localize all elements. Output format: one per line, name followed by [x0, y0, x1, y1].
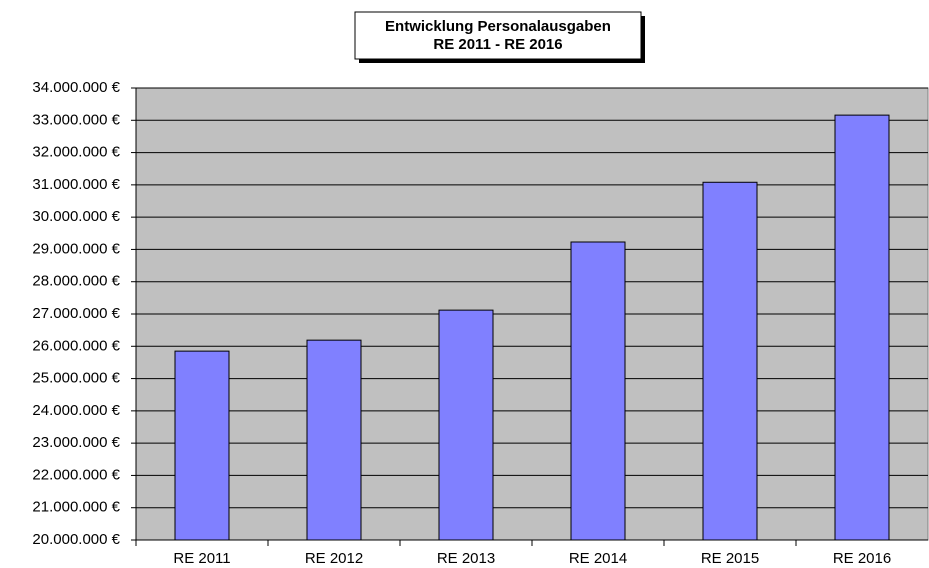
- chart-subtitle: RE 2011 - RE 2016: [433, 36, 562, 53]
- bar: [702, 181, 758, 541]
- x-tick-label: RE 2011: [173, 550, 230, 567]
- y-tick-label: 34.000.000 €: [32, 79, 120, 96]
- y-tick-label: 23.000.000 €: [32, 434, 120, 451]
- y-tick-label: 24.000.000 €: [32, 402, 120, 419]
- bar: [834, 114, 890, 541]
- bar: [306, 339, 362, 541]
- x-tick-label: RE 2016: [833, 550, 891, 567]
- y-tick-label: 31.000.000 €: [32, 176, 120, 193]
- x-tick-label: RE 2013: [437, 550, 495, 567]
- y-tick-label: 30.000.000 €: [32, 208, 120, 225]
- chart-title: Entwicklung Personalausgaben: [385, 18, 611, 35]
- x-tick-label: RE 2012: [305, 550, 363, 567]
- y-tick-label: 21.000.000 €: [32, 499, 120, 516]
- y-tick-label: 22.000.000 €: [32, 466, 120, 483]
- title-box: [354, 11, 642, 60]
- y-tick-label: 26.000.000 €: [32, 337, 120, 354]
- y-tick-label: 25.000.000 €: [32, 370, 120, 387]
- y-tick-label: 32.000.000 €: [32, 144, 120, 161]
- y-tick-label: 20.000.000 €: [32, 531, 120, 548]
- x-tick-label: RE 2014: [569, 550, 627, 567]
- bar: [174, 350, 230, 541]
- y-tick-label: 28.000.000 €: [32, 273, 120, 290]
- bar: [438, 309, 494, 541]
- bar: [570, 241, 626, 541]
- y-tick-label: 33.000.000 €: [32, 111, 120, 128]
- y-tick-label: 29.000.000 €: [32, 240, 120, 257]
- y-tick-label: 27.000.000 €: [32, 305, 120, 322]
- x-tick-label: RE 2015: [701, 550, 759, 567]
